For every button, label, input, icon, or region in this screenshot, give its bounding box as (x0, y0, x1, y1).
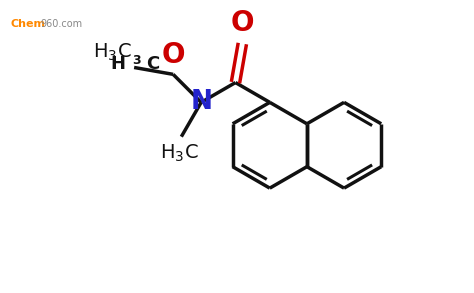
Text: Chem: Chem (11, 19, 46, 29)
Text: 960.com: 960.com (40, 19, 82, 29)
Text: H: H (111, 55, 126, 73)
Text: N: N (190, 89, 212, 115)
Text: O: O (161, 41, 185, 69)
Text: O: O (230, 8, 254, 37)
Text: $\mathregular{H_3C}$: $\mathregular{H_3C}$ (93, 42, 132, 63)
Text: 3: 3 (132, 54, 140, 67)
Text: $\mathregular{H_3C}$: $\mathregular{H_3C}$ (160, 142, 198, 163)
Text: C: C (146, 55, 159, 73)
